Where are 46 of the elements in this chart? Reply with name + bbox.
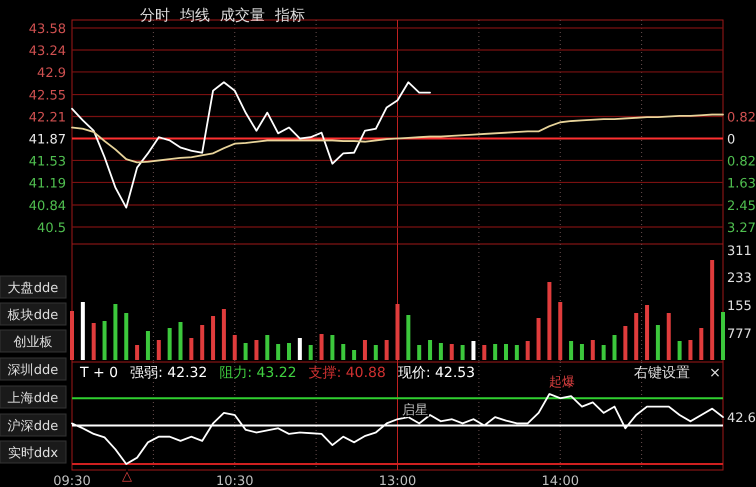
text: 777	[727, 327, 752, 342]
annotation: 启星	[402, 402, 428, 418]
text: 42.6	[727, 411, 756, 426]
text: △	[122, 469, 132, 484]
text: T + 0	[79, 365, 118, 381]
y2-tick-label: 1.63	[727, 176, 756, 192]
y-tick-label: 41.19	[28, 176, 66, 192]
text: 强弱: 42.32	[130, 365, 208, 381]
text: 大盘dde	[8, 281, 58, 296]
text: 实时ddx	[8, 446, 58, 461]
text: 支撑: 40.88	[308, 365, 386, 381]
y-tick-label: 40.5	[37, 221, 66, 236]
y2-tick-label: 0	[727, 132, 736, 148]
text: ×	[709, 365, 721, 381]
y-tick-label: 42.55	[28, 88, 66, 104]
y-tick-label: 40.84	[28, 199, 66, 214]
y-tick-label: 42.9	[37, 66, 66, 81]
text: 311	[727, 244, 752, 259]
x-tick-label: 13:00	[378, 474, 416, 487]
text: 成交量	[220, 6, 265, 24]
y-tick-label: 41.53	[28, 154, 66, 170]
y2-tick-label: 3.27	[727, 221, 756, 236]
text: 指标	[274, 6, 305, 24]
text: 沪深dde	[8, 418, 58, 434]
text: 起爆	[549, 375, 575, 390]
x-tick-label: 14:00	[542, 474, 579, 487]
y2-tick-label: 0.82	[727, 110, 756, 126]
y-tick-label: 41.87	[28, 132, 66, 148]
text: 分时	[140, 6, 170, 24]
x-tick-label: 09:30	[53, 474, 91, 487]
y-tick-label: 43.24	[28, 44, 66, 59]
text: 板块dde	[6, 308, 58, 323]
x-tick-label: 10:30	[216, 474, 254, 487]
text: 155	[727, 299, 752, 314]
y2-tick-label: 2.45	[727, 198, 756, 214]
text: 均线	[179, 6, 210, 24]
text: 现价: 42.53	[398, 365, 476, 381]
text: 233	[727, 271, 752, 286]
text: 上海dde	[8, 391, 58, 406]
y-tick-label: 42.21	[28, 110, 66, 126]
y-tick-label: 43.58	[28, 22, 66, 37]
text: 创业板	[14, 335, 52, 350]
text: 右键设置	[634, 365, 690, 381]
text: 阻力: 43.22	[219, 365, 297, 381]
text: 深圳dde	[8, 363, 58, 378]
y2-tick-label: 0.82	[727, 154, 756, 170]
